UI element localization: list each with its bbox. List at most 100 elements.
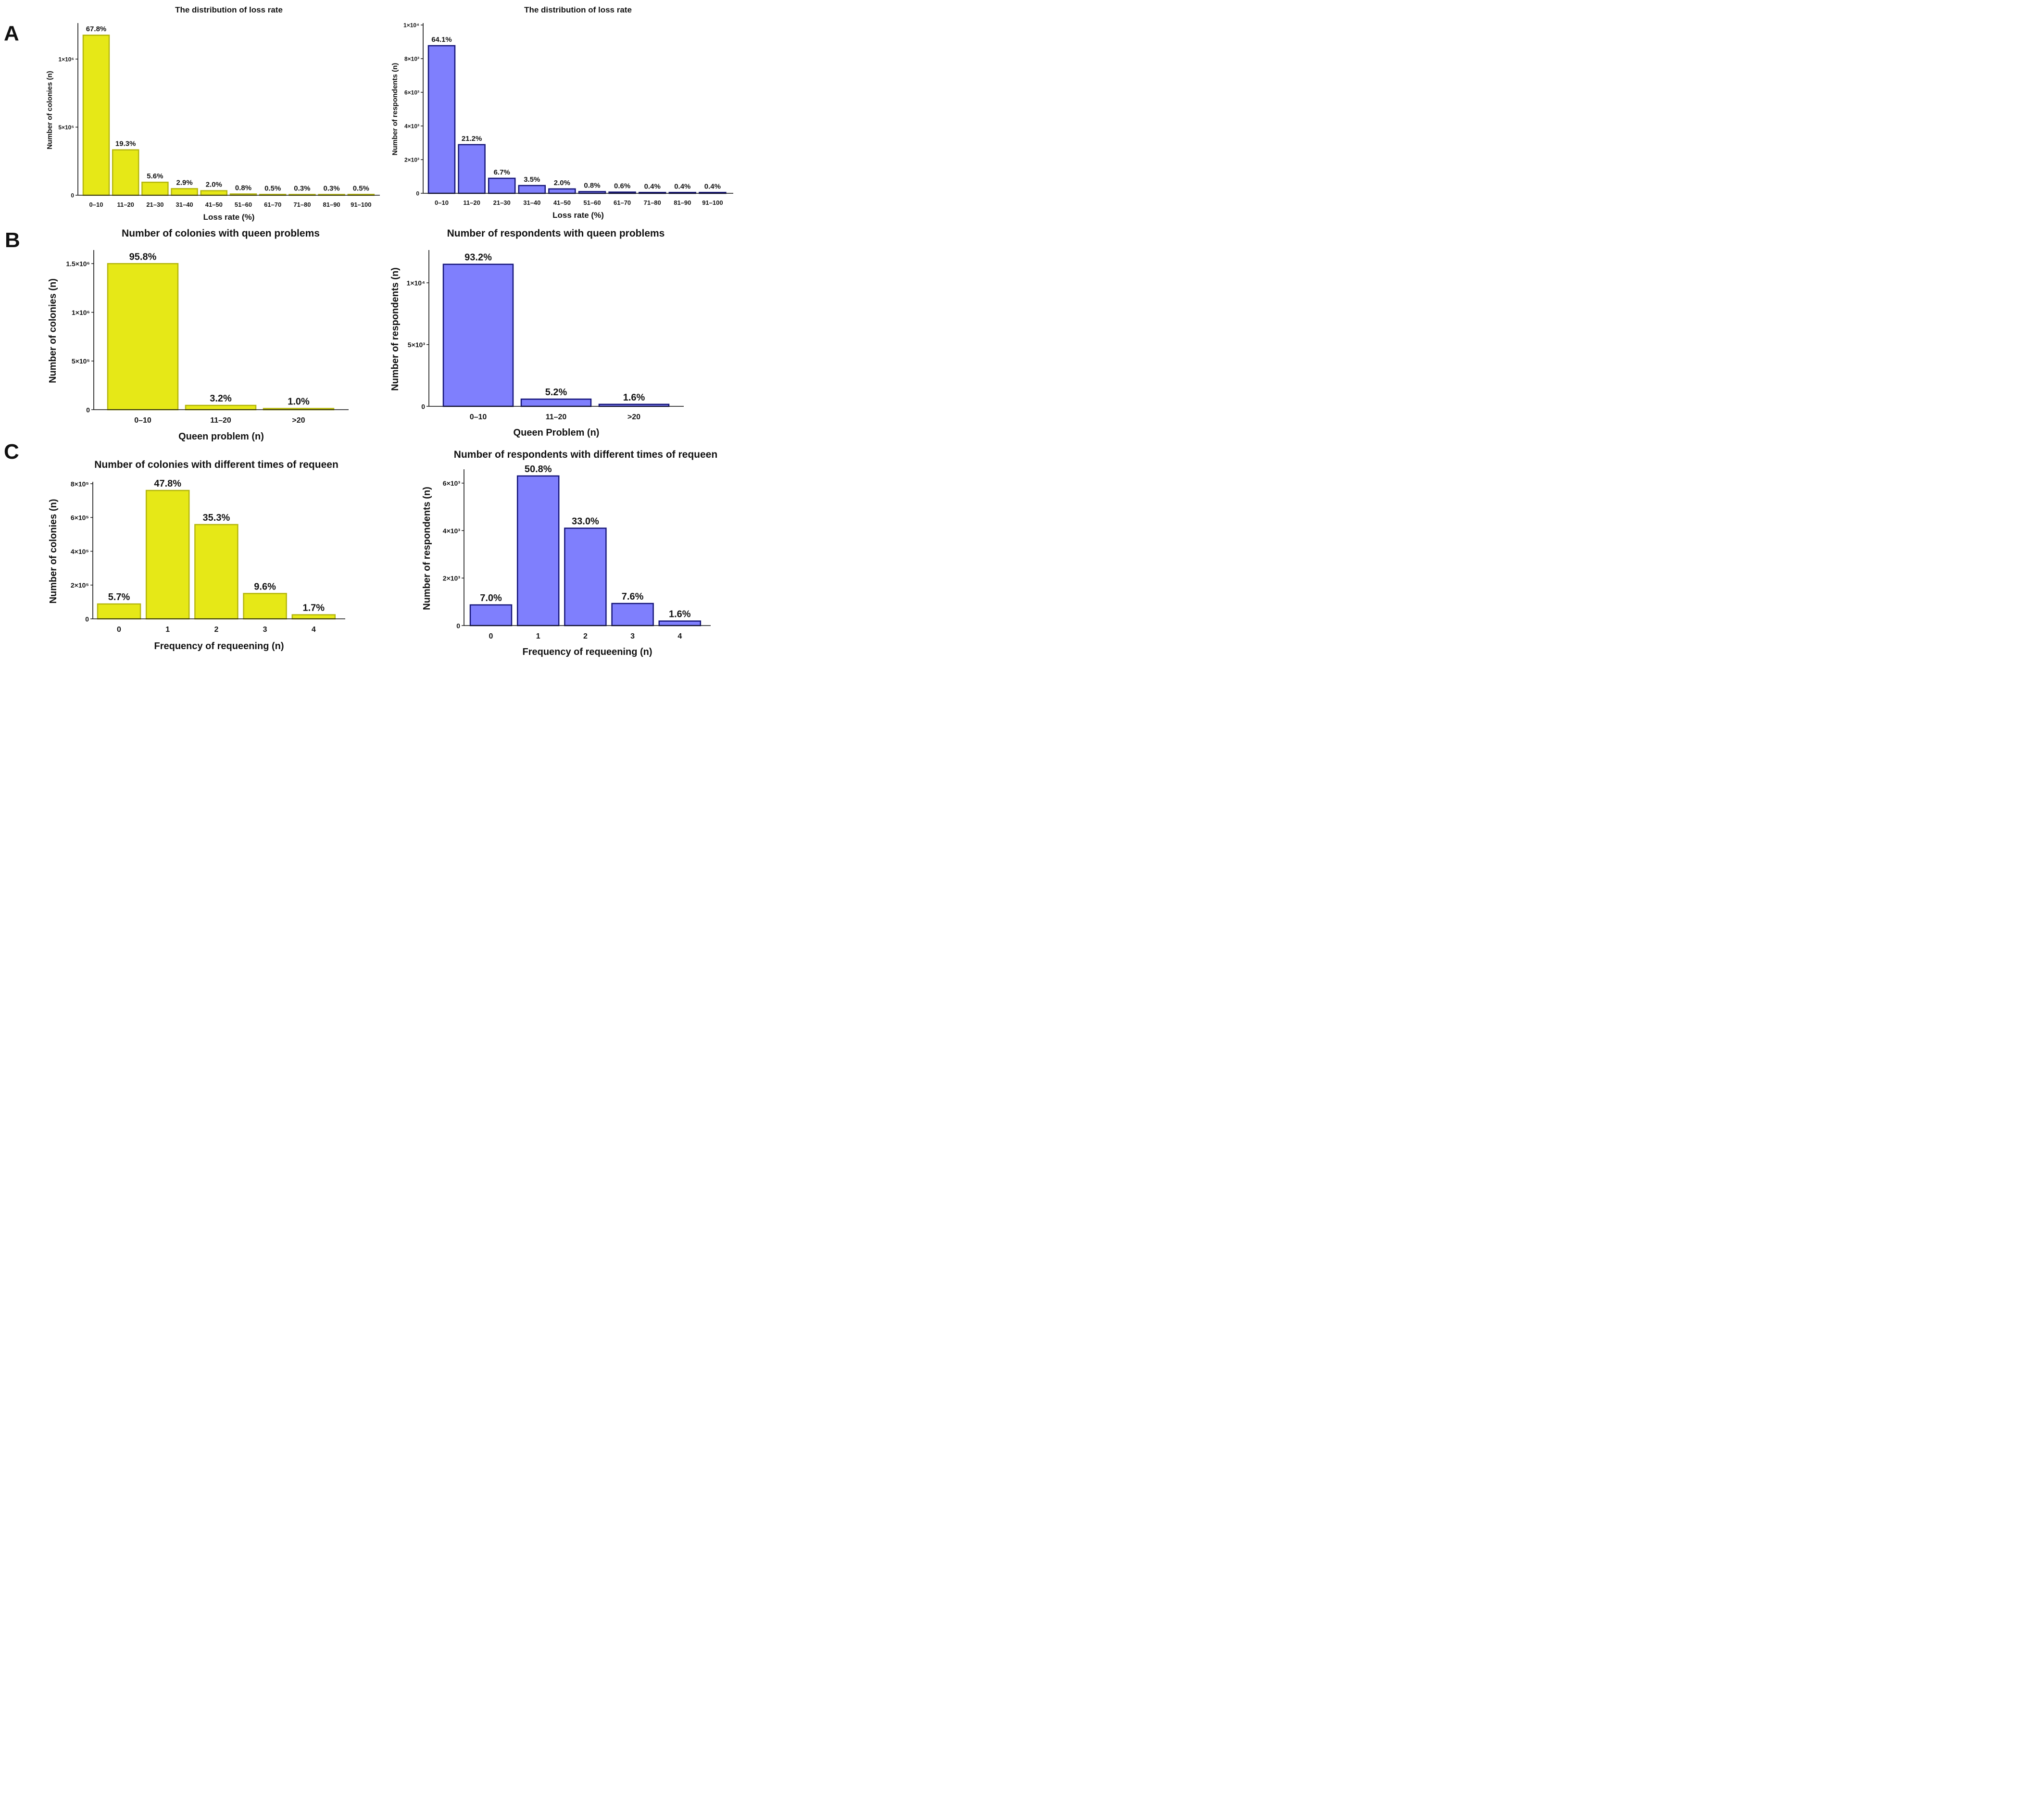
data-label-1: 95.8% [129, 251, 157, 262]
chart-c-right: Number of respondents with different tim… [422, 449, 717, 657]
data-label-6: 0.8% [235, 184, 251, 192]
data-label-5: 1.7% [303, 603, 325, 614]
x-tick-label-6: 51–60 [235, 201, 252, 208]
data-label-5: 2.0% [554, 179, 570, 187]
data-label-8: 0.3% [294, 185, 310, 193]
data-label-2: 47.8% [154, 478, 181, 489]
x-tick-label-3: 2 [583, 632, 588, 640]
y-tick-label-6: 1×10⁴ [403, 22, 419, 29]
bar-2 [516, 475, 560, 627]
x-tick-label-2: 11–20 [210, 416, 231, 425]
bar-1 [107, 263, 179, 411]
y-tick-label-4: 6×10³ [443, 479, 461, 487]
x-tick-label-2: 11–20 [546, 413, 567, 421]
y-axis-label: Number of respondents (n) [391, 63, 399, 156]
x-tick-label-2: 1 [165, 626, 170, 634]
x-tick-label-3: 21–30 [493, 199, 511, 206]
y-tick-label-2: 2×10⁵ [71, 581, 89, 589]
bar-5 [548, 188, 576, 194]
bar-4 [611, 602, 654, 627]
data-label-3: 5.6% [147, 172, 163, 180]
chart-title: The distribution of loss rate [175, 5, 283, 14]
chart-c-left: Number of colonies with different times … [48, 459, 345, 652]
y-tick-label-3: 1×10⁶ [58, 56, 74, 63]
x-axis-label: Loss rate (%) [552, 211, 604, 220]
x-axis-label: Queen Problem (n) [514, 427, 600, 438]
y-tick-label-1: 0 [416, 190, 419, 197]
y-tick-label-2: 2×10³ [443, 575, 461, 582]
y-axis-label: Number of colonies (n) [46, 71, 54, 149]
x-tick-label-1: 0 [489, 632, 493, 640]
data-label-2: 3.2% [210, 393, 232, 404]
data-label-2: 19.3% [115, 140, 136, 148]
data-label-2: 50.8% [525, 464, 552, 475]
x-tick-label-5: 41–50 [553, 199, 571, 206]
x-tick-label-7: 61–70 [264, 201, 281, 208]
charts-group: The distribution of loss rate67.8%0–1019… [46, 5, 733, 657]
bar-2 [145, 489, 190, 620]
x-tick-label-1: 0–10 [435, 199, 449, 206]
chart-title: Number of colonies with different times … [94, 459, 339, 470]
chart-title: Number of respondents with queen problem… [447, 228, 665, 239]
y-tick-label-3: 4×10⁵ [71, 548, 89, 555]
panel-letter-c: C [4, 440, 19, 464]
chart-b-right: Number of respondents with queen problem… [390, 228, 684, 438]
data-label-6: 0.8% [584, 182, 600, 190]
data-label-3: 35.3% [203, 513, 230, 523]
y-tick-label-1: 0 [421, 402, 425, 410]
x-tick-label-4: 31–40 [523, 199, 540, 206]
bar-1 [97, 603, 141, 620]
y-tick-label-1: 0 [85, 615, 89, 623]
data-label-7: 0.6% [614, 182, 630, 190]
x-tick-label-2: 11–20 [463, 199, 480, 206]
bar-2 [185, 404, 257, 411]
y-tick-label-4: 1.5×10⁶ [66, 260, 90, 268]
figure: A B C The distribution of loss rate 67.8%… [0, 0, 752, 660]
panel-letter-a: A [4, 22, 19, 45]
bar-1 [82, 34, 110, 196]
data-label-9: 0.4% [674, 182, 690, 190]
x-tick-label-8: 71–80 [644, 199, 661, 206]
chart-title: Number of colonies with queen problems [122, 228, 320, 239]
y-tick-label-1: 0 [456, 622, 460, 629]
data-label-2: 5.2% [545, 387, 567, 398]
y-tick-label-2: 5×10⁵ [58, 124, 74, 131]
data-label-4: 3.5% [524, 176, 540, 184]
x-tick-label-1: 0–10 [134, 416, 151, 425]
data-label-8: 0.4% [644, 182, 661, 190]
y-tick-label-3: 4×10³ [443, 527, 461, 535]
x-tick-label-3: 2 [214, 626, 218, 634]
bar-1 [442, 263, 514, 407]
x-tick-label-1: 0–10 [89, 201, 103, 208]
bar-3 [564, 527, 607, 627]
y-tick-label-1: 0 [86, 406, 90, 414]
x-tick-label-2: 11–20 [117, 201, 134, 208]
x-tick-label-3: >20 [292, 416, 305, 425]
data-label-1: 67.8% [86, 25, 107, 33]
bar-4 [171, 188, 198, 196]
x-tick-label-10: 91–100 [702, 199, 723, 206]
bar-5 [200, 190, 228, 196]
x-tick-label-6: 51–60 [583, 199, 601, 206]
data-label-1: 93.2% [464, 252, 492, 263]
x-tick-label-3: >20 [627, 413, 640, 421]
x-tick-label-1: 0–10 [470, 413, 487, 421]
y-tick-label-1: 0 [71, 192, 74, 199]
y-tick-label-3: 1×10⁶ [72, 309, 90, 316]
x-axis-label: Frequency of requeening (n) [154, 641, 284, 652]
y-axis-label: Number of respondents (n) [390, 267, 401, 391]
bar-2 [112, 149, 139, 196]
bar-4 [243, 593, 287, 620]
bar-1 [469, 604, 513, 627]
data-label-1: 64.1% [431, 36, 452, 44]
y-tick-label-2: 5×10⁵ [72, 357, 90, 365]
x-axis-label: Frequency of requeening (n) [522, 647, 652, 657]
x-tick-label-1: 0 [117, 626, 121, 634]
chart-title: The distribution of loss rate [524, 5, 632, 14]
y-tick-label-2: 2×10³ [404, 157, 419, 163]
x-tick-label-4: 3 [630, 632, 635, 640]
data-label-4: 9.6% [254, 581, 276, 592]
bar-4 [518, 185, 546, 194]
y-axis-label: Number of colonies (n) [48, 499, 59, 604]
x-tick-label-10: 91–100 [351, 201, 371, 208]
